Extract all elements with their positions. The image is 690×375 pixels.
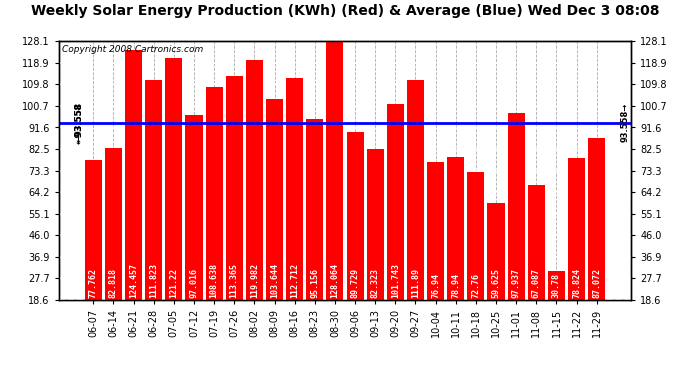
Bar: [548, 271, 565, 300]
Text: 103.644: 103.644: [270, 262, 279, 298]
Text: 112.712: 112.712: [290, 262, 299, 298]
Bar: [165, 57, 182, 300]
Bar: [528, 185, 545, 300]
Text: 67.087: 67.087: [532, 268, 541, 298]
Text: 89.729: 89.729: [351, 268, 359, 298]
Text: 128.064: 128.064: [331, 262, 339, 298]
Bar: [326, 41, 344, 300]
Bar: [306, 119, 324, 300]
Text: 77.762: 77.762: [89, 268, 98, 298]
Text: 87.072: 87.072: [592, 268, 601, 298]
Text: 93.558→: 93.558→: [621, 103, 630, 142]
Text: 82.323: 82.323: [371, 268, 380, 298]
Text: 97.016: 97.016: [190, 268, 199, 298]
Text: 113.365: 113.365: [230, 262, 239, 298]
Text: 124.457: 124.457: [129, 262, 138, 298]
Bar: [447, 158, 464, 300]
Text: 30.78: 30.78: [552, 273, 561, 298]
Text: 119.982: 119.982: [250, 262, 259, 298]
Bar: [246, 60, 263, 300]
Bar: [568, 158, 585, 300]
Bar: [387, 104, 404, 300]
Bar: [467, 172, 484, 300]
Text: Weekly Solar Energy Production (KWh) (Red) & Average (Blue) Wed Dec 3 08:08: Weekly Solar Energy Production (KWh) (Re…: [31, 4, 659, 18]
Bar: [427, 162, 444, 300]
Bar: [366, 149, 384, 300]
Text: 121.22: 121.22: [169, 268, 178, 298]
Text: 111.89: 111.89: [411, 268, 420, 298]
Text: 82.818: 82.818: [109, 268, 118, 298]
Bar: [85, 160, 102, 300]
Text: 78.824: 78.824: [572, 268, 581, 298]
Text: 76.94: 76.94: [431, 273, 440, 298]
Text: Copyright 2008 Cartronics.com: Copyright 2008 Cartronics.com: [61, 45, 203, 54]
Bar: [186, 115, 202, 300]
Bar: [488, 203, 504, 300]
Text: 59.625: 59.625: [491, 268, 500, 298]
Text: 95.156: 95.156: [310, 268, 319, 298]
Bar: [286, 78, 303, 300]
Text: 97.937: 97.937: [512, 268, 521, 298]
Bar: [588, 138, 605, 300]
Bar: [226, 76, 243, 300]
Text: 101.743: 101.743: [391, 262, 400, 298]
Bar: [407, 80, 424, 300]
Text: 111.823: 111.823: [149, 262, 158, 298]
Bar: [508, 112, 525, 300]
Bar: [105, 148, 122, 300]
Text: ←93.558: ←93.558: [74, 102, 83, 144]
Text: 72.76: 72.76: [471, 273, 480, 298]
Bar: [206, 87, 223, 300]
Bar: [346, 132, 364, 300]
Text: ←93.558: ←93.558: [74, 103, 83, 142]
Bar: [266, 99, 283, 300]
Text: 108.638: 108.638: [210, 262, 219, 298]
Text: 78.94: 78.94: [451, 273, 460, 298]
Bar: [145, 80, 162, 300]
Bar: [125, 50, 142, 300]
